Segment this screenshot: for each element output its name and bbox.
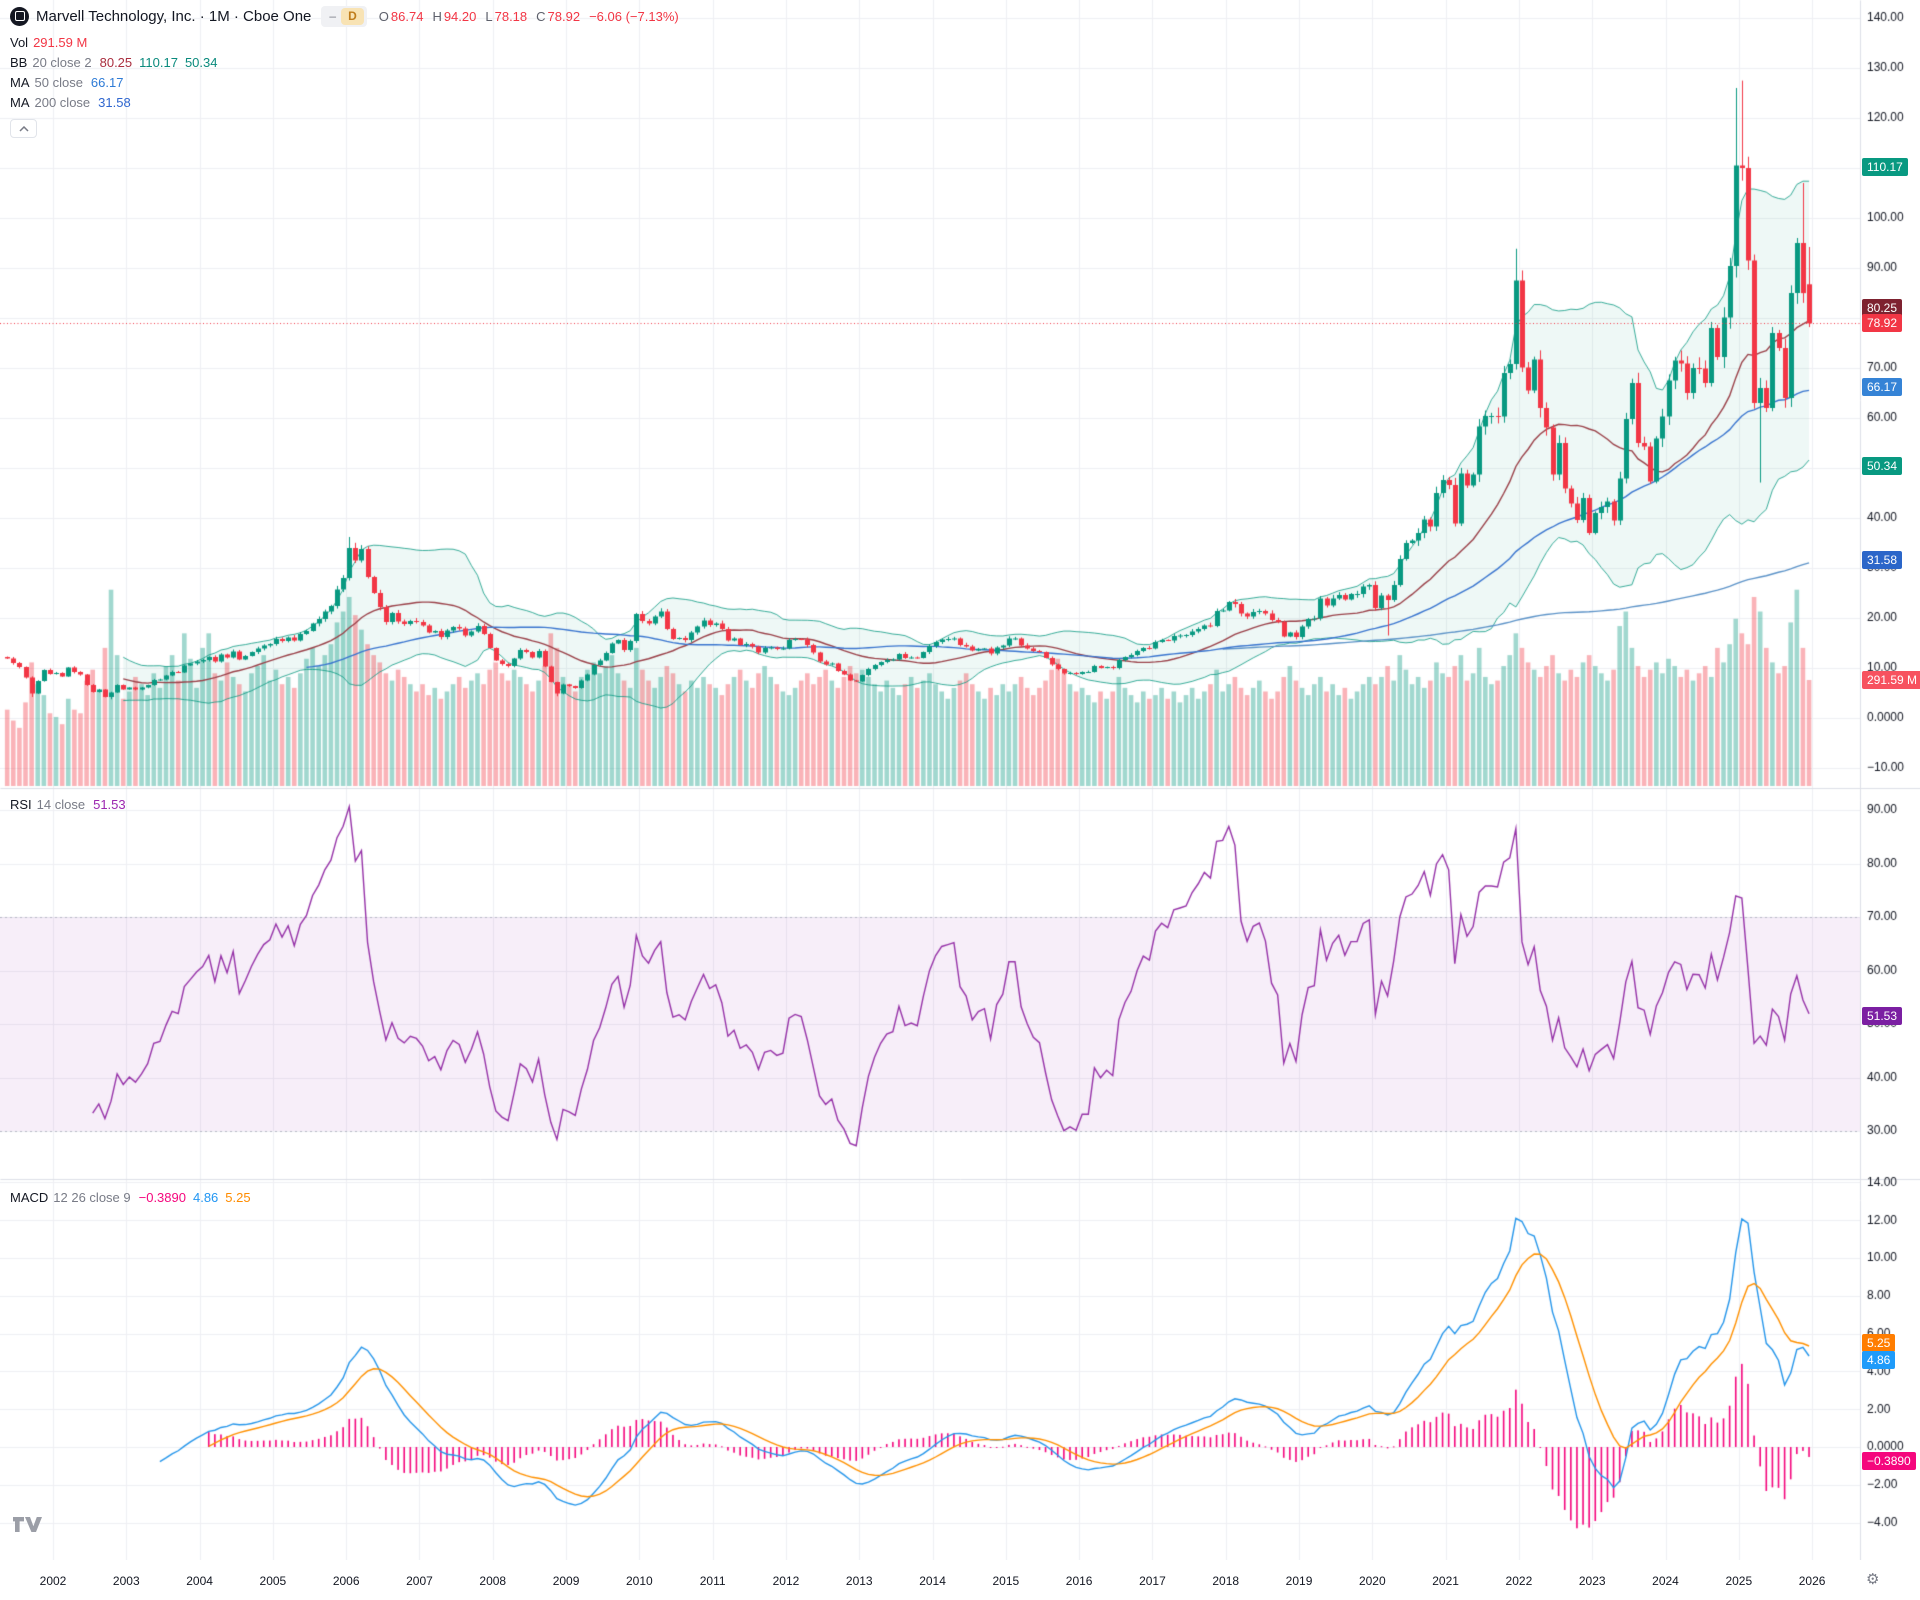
bb-params: 20 close 2: [32, 54, 92, 70]
ma50-value: 66.17: [90, 74, 124, 90]
rsi-value: 51.53: [93, 796, 126, 812]
rsi-params: 14 close: [36, 796, 86, 812]
year-label: 2024: [1652, 1574, 1679, 1588]
year-label: 2023: [1578, 1574, 1606, 1588]
ma200-params: 200 close: [34, 94, 91, 110]
year-label: 2014: [919, 1574, 946, 1588]
axis-badge-bb-upper: 110.17: [1862, 158, 1908, 177]
year-label: 2019: [1285, 1574, 1313, 1588]
close-value: 78.92: [547, 8, 581, 24]
year-label: 2012: [772, 1574, 800, 1588]
year-label: 2021: [1432, 1574, 1459, 1588]
year-label: 2011: [699, 1574, 726, 1588]
axis-badge-last-price: 78.92: [1862, 314, 1903, 333]
macd-params: 12 26 close 9: [53, 1189, 131, 1205]
year-label: 2008: [479, 1574, 507, 1588]
year-label: 2022: [1505, 1574, 1533, 1588]
legend-ma50[interactable]: MA 50 close 66.17: [10, 72, 679, 92]
axis-badge-macd-hist: −0.3890: [1862, 1452, 1916, 1471]
axis-badge-bb-lower: 50.34: [1862, 457, 1903, 476]
year-label: 2020: [1358, 1574, 1386, 1588]
ma200-name: MA: [10, 94, 30, 110]
legend-bb[interactable]: BB 20 close 2 80.25 110.17 50.34: [10, 52, 679, 72]
close-label: C: [536, 8, 546, 24]
open-label: O: [378, 8, 389, 24]
volume-label: Vol: [10, 34, 29, 50]
year-label: 2018: [1212, 1574, 1240, 1588]
year-label: 2010: [626, 1574, 653, 1588]
year-label: 2007: [406, 1574, 433, 1588]
symbol-header[interactable]: Marvell Technology, Inc. · 1M · Cboe One…: [10, 4, 679, 28]
year-label: 2015: [992, 1574, 1020, 1588]
ma200-value: 31.58: [98, 94, 131, 110]
ohlc-readout: O 86.74 H 94.20 L 78.18 C 78.92: [379, 9, 589, 24]
ma50-params: 50 close: [34, 74, 83, 90]
axis-badge-rsi: 51.53: [1862, 1006, 1903, 1025]
collapse-legend-button[interactable]: [10, 119, 37, 138]
high-label: H: [432, 8, 442, 24]
time-axis[interactable]: 2002 2003 2004 2005 2006 2007 2008 2009 2010 2011…: [0, 1560, 1920, 1600]
symbol-title: Marvell Technology, Inc. · 1M · Cboe One: [36, 7, 312, 25]
bb-lower-value: 50.34: [184, 54, 218, 70]
axis-badge-macd-signal: 5.25: [1862, 1333, 1896, 1352]
low-value: 78.18: [494, 8, 528, 24]
macd-signal-value: 5.25: [225, 1189, 251, 1205]
year-label: 2009: [552, 1574, 580, 1588]
year-label: 2003: [112, 1574, 140, 1588]
axis-badge-ma50: 66.17: [1862, 378, 1903, 397]
low-label: L: [485, 8, 493, 24]
legend-ma200[interactable]: MA 200 close 31.58: [10, 92, 679, 112]
bb-upper-value: 110.17: [139, 54, 178, 70]
bb-basis-value: 80.25: [99, 54, 133, 70]
year-label: 2013: [845, 1574, 873, 1588]
rsi-name: RSI: [10, 796, 32, 812]
axis-badge-macd-line: 4.86: [1862, 1351, 1896, 1370]
macd-hist-value: −0.3890: [138, 1189, 186, 1205]
legend-volume[interactable]: Vol 291.59 M: [10, 32, 679, 52]
tradingview-logo-icon[interactable]: [12, 1516, 42, 1538]
axis-settings-gear-icon[interactable]: ⚙: [1866, 1571, 1880, 1588]
year-label: 2006: [332, 1574, 360, 1588]
year-label: 2026: [1798, 1574, 1826, 1588]
main-pane-legend: Marvell Technology, Inc. · 1M · Cboe One…: [10, 4, 679, 138]
volume-value: 291.59 M: [33, 34, 88, 50]
year-label: 2004: [186, 1574, 213, 1588]
bb-name: BB: [10, 54, 28, 70]
axis-badge-bb-basis: 80.25: [1862, 298, 1903, 317]
price-axis[interactable]: [1860, 0, 1920, 1560]
open-value: 86.74: [390, 8, 424, 24]
macd-name: MACD: [10, 1189, 49, 1205]
year-label: 2005: [259, 1574, 287, 1588]
macd-line-value: 4.86: [192, 1189, 219, 1205]
axis-badge-volume: 291.59 M: [1862, 671, 1920, 689]
high-value: 94.20: [443, 8, 477, 24]
symbol-logo-icon: [10, 6, 29, 26]
chevron-up-icon: [18, 125, 29, 132]
interval-pill[interactable]: – D: [321, 5, 367, 27]
change-readout: −6.06 (−7.13%): [589, 8, 679, 24]
legend-rsi[interactable]: RSI 14 close 51.53: [10, 795, 133, 813]
axis-badge-ma200: 31.58: [1862, 551, 1903, 570]
year-label: 2025: [1725, 1574, 1753, 1588]
year-label: 2016: [1065, 1574, 1093, 1588]
interval-badge: D: [341, 7, 364, 25]
year-label: 2002: [39, 1574, 67, 1588]
legend-macd[interactable]: MACD 12 26 close 9 −0.3890 4.86 5.25: [10, 1188, 258, 1206]
ma50-name: MA: [10, 74, 30, 90]
collapse-dash-icon: –: [329, 9, 337, 23]
year-label: 2017: [1139, 1574, 1166, 1588]
